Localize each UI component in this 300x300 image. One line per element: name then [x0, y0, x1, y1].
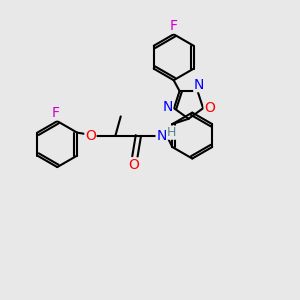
Text: H: H: [167, 126, 176, 139]
Text: O: O: [204, 101, 215, 115]
Text: O: O: [128, 158, 139, 172]
Text: N: N: [194, 78, 204, 92]
Text: F: F: [170, 19, 178, 33]
Text: F: F: [52, 106, 60, 120]
Text: N: N: [162, 100, 173, 114]
Text: N: N: [156, 129, 167, 142]
Text: O: O: [85, 129, 96, 142]
